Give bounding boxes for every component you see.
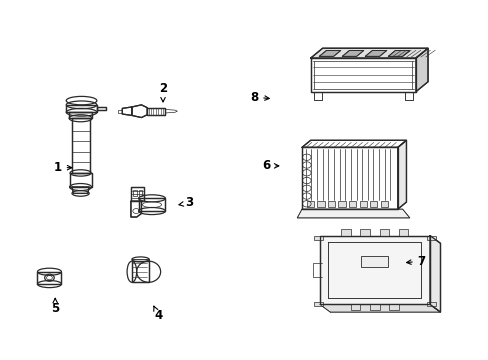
Bar <box>398 229 407 235</box>
Bar <box>380 201 387 207</box>
Bar <box>348 201 355 207</box>
Polygon shape <box>397 140 406 209</box>
Bar <box>426 302 435 306</box>
Text: 3: 3 <box>179 197 193 210</box>
Polygon shape <box>415 48 427 92</box>
Text: 8: 8 <box>249 91 269 104</box>
Text: 5: 5 <box>51 298 59 315</box>
Polygon shape <box>319 50 340 57</box>
Bar <box>313 235 322 240</box>
Text: 1: 1 <box>53 161 72 174</box>
Bar <box>327 201 334 207</box>
Bar <box>306 201 313 207</box>
Polygon shape <box>319 235 429 304</box>
Polygon shape <box>387 50 409 57</box>
Bar <box>369 201 376 207</box>
Bar <box>360 229 369 235</box>
Text: 4: 4 <box>153 306 162 322</box>
Text: 6: 6 <box>262 159 278 172</box>
Polygon shape <box>429 235 440 312</box>
Bar <box>426 235 435 240</box>
Bar <box>361 256 387 267</box>
Text: 2: 2 <box>159 82 167 102</box>
Bar <box>369 304 379 310</box>
Bar <box>350 304 360 310</box>
Polygon shape <box>319 304 440 312</box>
Bar <box>388 304 398 310</box>
Bar <box>379 229 388 235</box>
Bar <box>133 189 136 196</box>
Bar <box>317 201 324 207</box>
Text: 7: 7 <box>406 255 425 267</box>
Polygon shape <box>365 50 386 57</box>
Polygon shape <box>297 209 409 218</box>
Polygon shape <box>310 48 427 58</box>
Polygon shape <box>342 50 363 57</box>
Bar <box>341 229 350 235</box>
Bar <box>138 189 142 196</box>
Bar <box>313 302 322 306</box>
Bar <box>338 201 345 207</box>
Bar <box>359 201 366 207</box>
